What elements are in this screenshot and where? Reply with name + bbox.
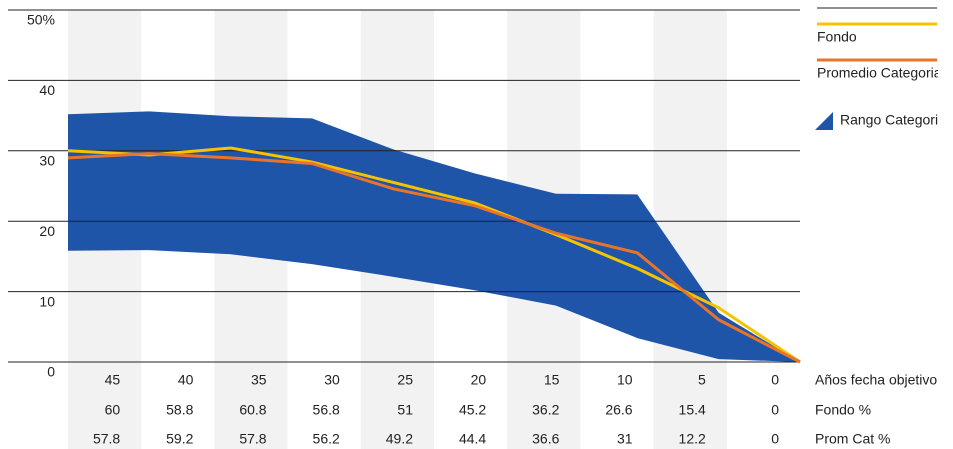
legend-label: Rango Categoria	[840, 112, 946, 128]
x-tick-label: 30	[324, 372, 340, 388]
row-label: Prom Cat %	[815, 431, 890, 447]
legend-swatch	[815, 112, 833, 130]
table-cell: 0	[771, 402, 779, 418]
table-cell: 45.2	[459, 402, 486, 418]
y-tick-label: 0	[47, 364, 55, 380]
table-cell: 51	[397, 402, 413, 418]
x-tick-label: 35	[251, 372, 267, 388]
x-tick-label: 20	[471, 372, 487, 388]
table-cell: 15.4	[679, 402, 706, 418]
y-tick-label: 20	[39, 223, 55, 239]
y-tick-label: 50%	[27, 12, 55, 28]
legend-label: Fondo	[817, 29, 857, 45]
x-axis-label: Años fecha objetivo	[815, 372, 937, 388]
x-tick-label: 40	[178, 372, 194, 388]
table-cell: 36.2	[532, 402, 559, 418]
x-tick-label: 15	[544, 372, 560, 388]
x-tick-label: 45	[105, 372, 121, 388]
row-label: Fondo %	[815, 402, 871, 418]
column-band	[653, 10, 727, 449]
table-cell: 0	[771, 431, 779, 447]
legend-label: Promedio Categoria	[817, 65, 942, 81]
y-tick-label: 40	[39, 82, 55, 98]
y-tick-label: 10	[39, 293, 55, 309]
table-cell: 58.8	[166, 402, 193, 418]
x-tick-label: 0	[771, 372, 779, 388]
table-cell: 12.2	[679, 431, 706, 447]
x-tick-label: 5	[698, 372, 706, 388]
table-cell: 31	[617, 431, 633, 447]
table-cell: 26.6	[605, 402, 632, 418]
edge-mask	[938, 0, 953, 449]
y-tick-label: 30	[39, 153, 55, 169]
series-line	[67, 152, 801, 364]
table-cell: 60	[105, 402, 121, 418]
x-tick-label: 25	[397, 372, 413, 388]
table-cell: 56.8	[313, 402, 340, 418]
table-cell: 59.2	[166, 431, 193, 447]
table-cell: 44.4	[459, 431, 486, 447]
range-area	[68, 111, 800, 362]
x-tick-label: 10	[617, 372, 633, 388]
table-cell: 36.6	[532, 431, 559, 447]
table-cell: 60.8	[239, 402, 266, 418]
table-cell: 56.2	[313, 431, 340, 447]
table-cell: 57.8	[239, 431, 266, 447]
table-cell: 57.8	[93, 431, 120, 447]
table-cell: 49.2	[386, 431, 413, 447]
